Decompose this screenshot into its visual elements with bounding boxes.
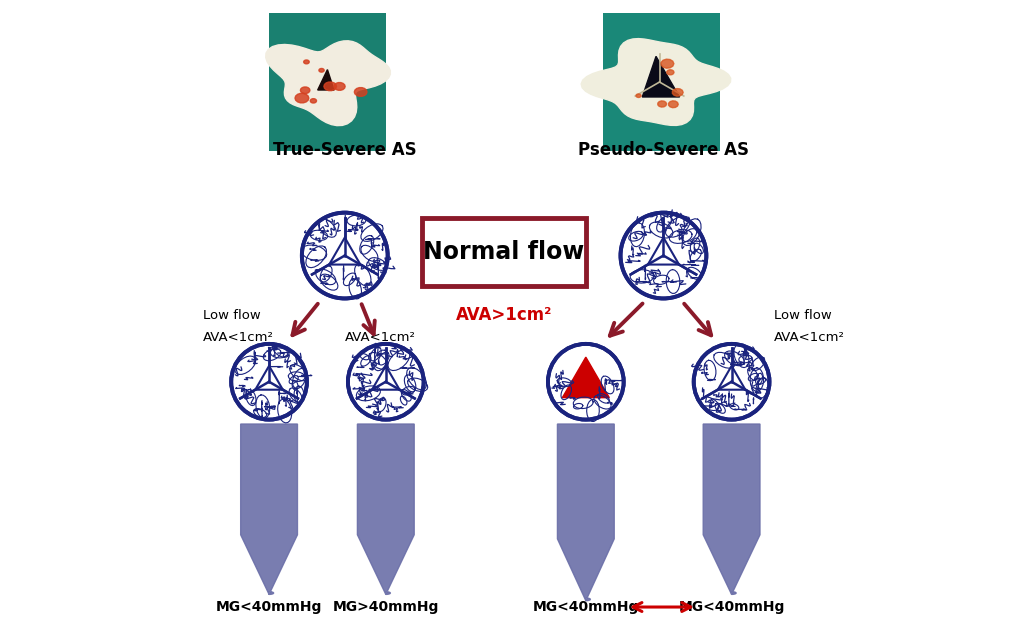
Text: Normal flow: Normal flow bbox=[424, 240, 585, 264]
Polygon shape bbox=[334, 83, 345, 90]
Polygon shape bbox=[648, 237, 679, 264]
Circle shape bbox=[622, 213, 706, 298]
Polygon shape bbox=[265, 41, 390, 126]
Polygon shape bbox=[673, 88, 683, 96]
Text: MG<40mmHg: MG<40mmHg bbox=[216, 600, 323, 614]
Circle shape bbox=[303, 213, 387, 298]
FancyBboxPatch shape bbox=[603, 13, 720, 151]
Text: True-Severe AS: True-Severe AS bbox=[273, 141, 417, 159]
Text: AVA<1cm²: AVA<1cm² bbox=[774, 331, 845, 344]
Text: AVA>1cm²: AVA>1cm² bbox=[456, 307, 552, 324]
Text: Low flow: Low flow bbox=[203, 309, 260, 322]
Text: Pseudo-Severe AS: Pseudo-Severe AS bbox=[578, 141, 749, 159]
Text: MG<40mmHg: MG<40mmHg bbox=[532, 600, 639, 614]
Polygon shape bbox=[657, 101, 667, 107]
Polygon shape bbox=[241, 424, 297, 594]
Text: AVA<1cm²: AVA<1cm² bbox=[345, 331, 416, 344]
Polygon shape bbox=[669, 101, 678, 108]
Polygon shape bbox=[662, 59, 674, 68]
Circle shape bbox=[694, 345, 769, 419]
FancyBboxPatch shape bbox=[269, 13, 386, 151]
Polygon shape bbox=[582, 38, 731, 126]
Circle shape bbox=[549, 345, 623, 419]
Polygon shape bbox=[372, 366, 399, 390]
Polygon shape bbox=[304, 60, 309, 64]
Polygon shape bbox=[329, 237, 360, 264]
Polygon shape bbox=[562, 357, 609, 398]
FancyBboxPatch shape bbox=[422, 218, 587, 286]
Polygon shape bbox=[557, 424, 614, 601]
Text: Low flow: Low flow bbox=[774, 309, 831, 322]
Text: AVA<1cm²: AVA<1cm² bbox=[203, 331, 273, 344]
Polygon shape bbox=[636, 94, 641, 97]
Polygon shape bbox=[255, 366, 283, 390]
Polygon shape bbox=[354, 88, 367, 97]
Text: MG>40mmHg: MG>40mmHg bbox=[333, 600, 439, 614]
Polygon shape bbox=[642, 56, 680, 97]
Text: MG<40mmHg: MG<40mmHg bbox=[679, 600, 784, 614]
Polygon shape bbox=[318, 69, 325, 72]
Polygon shape bbox=[357, 424, 414, 594]
Polygon shape bbox=[317, 69, 334, 90]
Polygon shape bbox=[718, 366, 745, 390]
Polygon shape bbox=[324, 82, 337, 91]
Polygon shape bbox=[703, 424, 760, 594]
Polygon shape bbox=[295, 93, 309, 103]
Polygon shape bbox=[300, 87, 310, 93]
Circle shape bbox=[349, 345, 423, 419]
Polygon shape bbox=[667, 70, 674, 75]
Polygon shape bbox=[310, 98, 316, 103]
Circle shape bbox=[232, 345, 306, 419]
